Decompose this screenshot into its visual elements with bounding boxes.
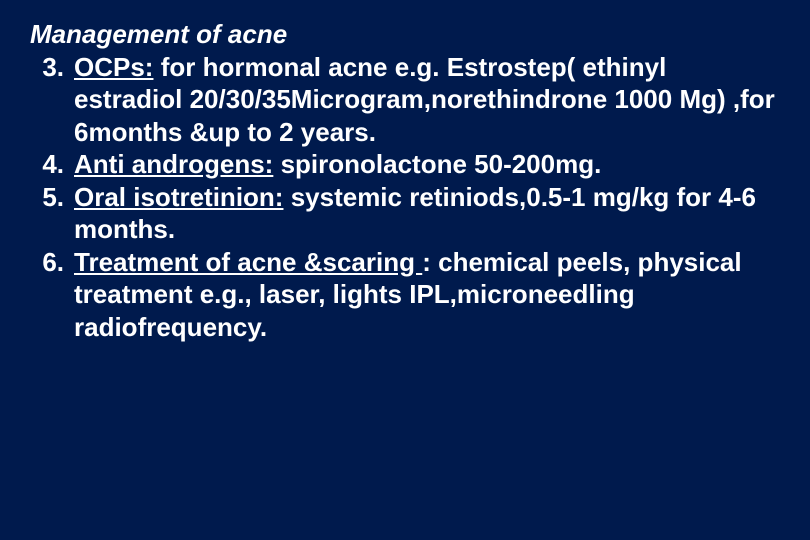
item-label: Anti androgens:	[74, 149, 273, 179]
list-item: 5. Oral isotretinion: systemic retiniods…	[30, 181, 780, 246]
item-number: 6.	[30, 246, 74, 344]
item-number: 5.	[30, 181, 74, 246]
list-item: 4. Anti androgens: spironolactone 50-200…	[30, 148, 780, 181]
item-label: Oral isotretinion:	[74, 182, 283, 212]
list-item: 6. Treatment of acne &scaring : chemical…	[30, 246, 780, 344]
item-content: OCPs: for hormonal acne e.g. Estrostep( …	[74, 51, 780, 149]
item-rest: spironolactone 50-200mg.	[273, 149, 601, 179]
item-content: Treatment of acne &scaring : chemical pe…	[74, 246, 780, 344]
item-content: Anti androgens: spironolactone 50-200mg.	[74, 148, 780, 181]
list-item: 3. OCPs: for hormonal acne e.g. Estroste…	[30, 51, 780, 149]
item-label: OCPs:	[74, 52, 153, 82]
item-label: Treatment of acne &scaring	[74, 247, 422, 277]
item-number: 3.	[30, 51, 74, 149]
slide: Management of acne 3. OCPs: for hormonal…	[0, 0, 810, 540]
item-rest: for hormonal acne e.g. Estrostep( ethiny…	[74, 52, 775, 147]
item-content: Oral isotretinion: systemic retiniods,0.…	[74, 181, 780, 246]
slide-title: Management of acne	[30, 18, 780, 51]
item-number: 4.	[30, 148, 74, 181]
